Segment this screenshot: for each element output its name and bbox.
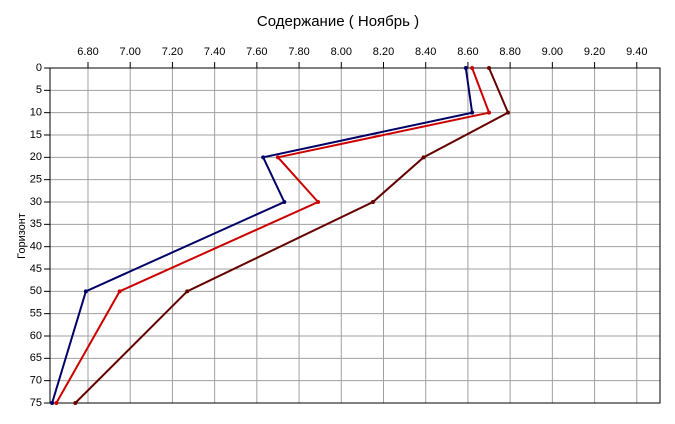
series-line <box>55 67 491 404</box>
y-tick-label: 20 <box>30 151 42 163</box>
y-tick-label: 60 <box>30 330 42 342</box>
data-point <box>316 200 321 204</box>
y-axis-label: Горизонт <box>16 213 28 259</box>
data-point <box>282 200 287 204</box>
series-line <box>74 67 510 404</box>
y-tick-label: 10 <box>30 107 42 119</box>
data-point <box>50 401 55 405</box>
y-tick-label: 5 <box>36 84 42 96</box>
y-tick-label: 30 <box>30 196 42 208</box>
data-point <box>470 110 475 115</box>
data-point <box>470 66 475 70</box>
y-tick-label: 35 <box>30 218 42 230</box>
y-tick-label: 40 <box>30 241 42 253</box>
x-tick-label: 8.40 <box>415 46 436 58</box>
x-tick-label: 7.60 <box>246 46 267 58</box>
data-point <box>370 200 375 204</box>
x-tick-label: 8.60 <box>457 46 478 58</box>
y-tick-label: 25 <box>30 174 42 186</box>
data-point <box>463 66 468 70</box>
data-point <box>487 66 492 70</box>
x-tick-label: 9.00 <box>542 46 563 58</box>
y-tick-label: 0 <box>36 62 42 74</box>
data-point <box>506 110 511 115</box>
data-point <box>83 289 88 294</box>
x-tick-label: 7.20 <box>162 46 183 58</box>
x-tick-label: 9.20 <box>584 46 605 58</box>
y-tick-label: 75 <box>30 397 42 409</box>
x-tick-label: 7.40 <box>204 46 225 58</box>
x-tick-label: 8.00 <box>331 46 352 58</box>
plot-frame <box>49 67 661 404</box>
x-tick-label: 7.80 <box>288 46 309 58</box>
x-tick-label: 7.00 <box>119 46 140 58</box>
data-point <box>73 401 78 405</box>
y-tick-label: 70 <box>30 375 42 387</box>
data-point <box>54 401 59 405</box>
y-tick-label: 65 <box>30 352 42 364</box>
series-line <box>51 67 474 404</box>
data-point <box>117 289 122 294</box>
chart-title: Содержание ( Ноябрь ) <box>257 13 419 30</box>
y-tick-label: 55 <box>30 308 42 320</box>
data-point <box>275 155 280 160</box>
x-tick-label: 8.20 <box>373 46 394 58</box>
data-point <box>261 155 266 160</box>
data-point <box>185 289 190 294</box>
x-tick-label: 9.40 <box>626 46 647 58</box>
x-tick-label: 6.80 <box>77 46 98 58</box>
data-point <box>487 110 492 115</box>
data-point <box>421 155 426 160</box>
x-tick-label: 8.80 <box>499 46 520 58</box>
y-tick-label: 15 <box>30 129 42 141</box>
y-tick-label: 50 <box>30 285 42 297</box>
y-tick-label: 45 <box>30 263 42 275</box>
